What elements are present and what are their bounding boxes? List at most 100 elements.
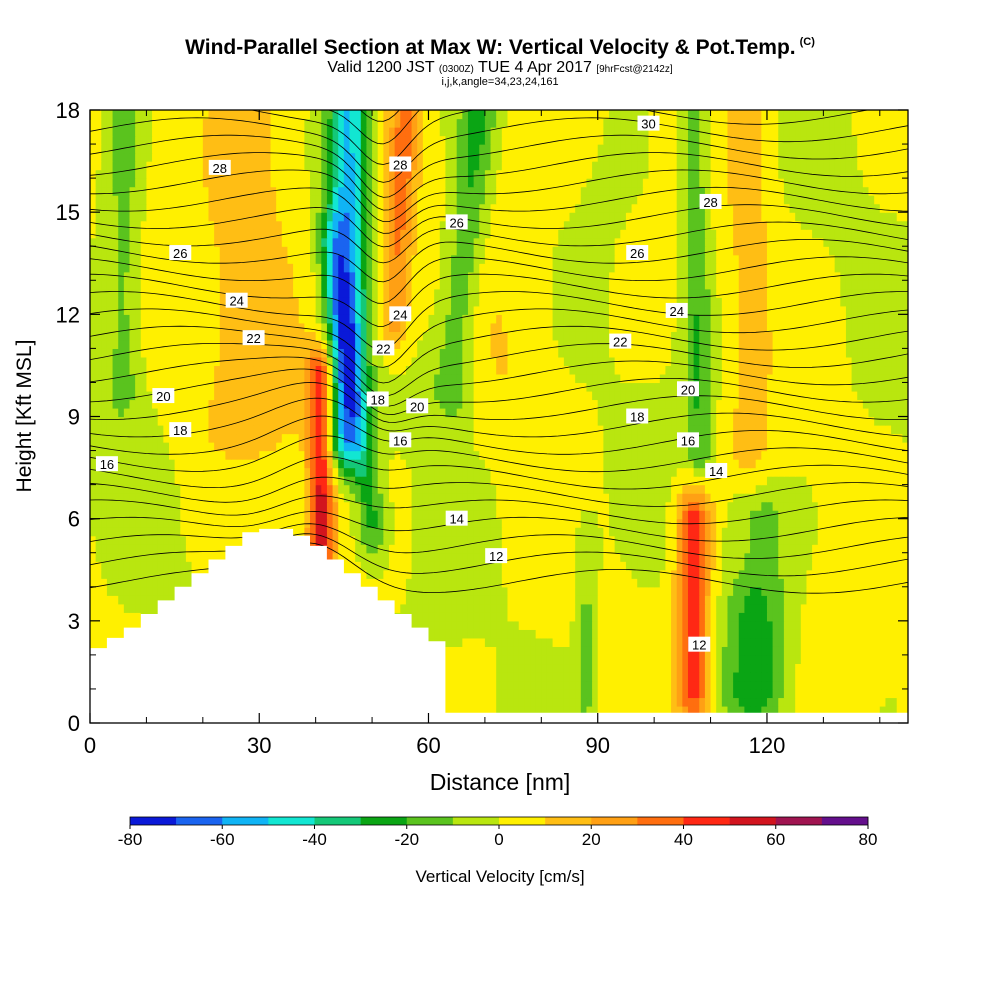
w-cell	[231, 527, 238, 537]
w-cell	[733, 595, 740, 605]
w-cell	[789, 450, 796, 460]
w-cell	[394, 484, 401, 494]
w-cell	[219, 442, 226, 452]
w-cell	[479, 450, 486, 460]
w-cell	[530, 544, 537, 554]
w-cell	[247, 527, 255, 537]
w-cell	[654, 527, 661, 537]
w-cell	[513, 493, 520, 503]
w-cell	[879, 459, 887, 469]
w-cell	[439, 569, 447, 579]
w-cell	[766, 484, 774, 494]
w-cell	[405, 501, 413, 511]
w-cell	[603, 544, 610, 554]
w-cell	[693, 654, 700, 665]
w-cell	[366, 544, 373, 554]
w-cell	[789, 680, 796, 690]
w-cell	[699, 680, 706, 690]
w-cell	[202, 510, 210, 520]
w-cell	[761, 586, 768, 596]
w-cell	[507, 646, 514, 656]
w-cell	[546, 671, 554, 682]
w-cell	[569, 697, 576, 707]
w-cell	[592, 663, 599, 673]
w-cell	[699, 569, 706, 579]
w-cell	[879, 586, 887, 596]
w-cell	[676, 535, 683, 545]
w-cell	[219, 544, 226, 554]
w-cell	[434, 569, 441, 579]
w-cell	[90, 518, 97, 528]
w-cell	[682, 680, 689, 690]
w-cell	[304, 493, 311, 503]
w-cell	[783, 569, 791, 579]
w-cell	[507, 612, 514, 622]
w-cell	[270, 493, 277, 503]
w-cell	[659, 527, 667, 537]
w-cell	[620, 637, 627, 647]
w-cell	[535, 527, 542, 537]
w-cell	[129, 433, 136, 443]
w-cell	[445, 535, 452, 545]
w-cell	[180, 510, 187, 520]
w-cell	[699, 535, 706, 545]
w-cell	[456, 501, 463, 511]
w-cell	[772, 680, 779, 690]
w-cell	[180, 527, 187, 537]
w-cell	[298, 527, 305, 537]
w-cell	[467, 671, 475, 682]
w-cell	[829, 595, 836, 605]
w-cell	[310, 433, 317, 443]
w-cell	[862, 501, 870, 511]
w-cell	[202, 484, 210, 494]
w-cell	[326, 467, 334, 477]
w-cell	[829, 552, 836, 562]
w-cell	[710, 680, 717, 690]
w-cell	[473, 527, 480, 537]
w-cell	[885, 671, 892, 682]
w-cell	[106, 510, 114, 520]
w-cell	[524, 629, 531, 639]
w-cell	[648, 493, 655, 503]
w-cell	[891, 501, 898, 511]
w-cell	[417, 569, 424, 579]
w-cell	[507, 476, 514, 486]
w-cell	[558, 654, 565, 665]
w-cell	[287, 501, 294, 511]
w-cell	[896, 527, 903, 537]
w-cell	[569, 663, 576, 673]
w-cell	[422, 442, 430, 452]
w-cell	[417, 544, 424, 554]
w-cell	[152, 510, 159, 520]
w-cell	[535, 518, 542, 528]
w-cell	[106, 612, 114, 622]
w-cell	[451, 629, 458, 639]
w-cell	[840, 620, 847, 630]
w-cell	[851, 612, 858, 622]
w-cell	[456, 697, 463, 707]
w-cell	[264, 425, 272, 435]
w-cell	[592, 629, 599, 639]
w-cell	[276, 518, 283, 528]
w-cell	[518, 510, 525, 520]
w-cell	[868, 586, 875, 596]
w-cell	[857, 544, 864, 554]
w-cell	[609, 680, 616, 690]
w-cell	[755, 433, 762, 443]
w-cell	[659, 646, 667, 656]
w-cell	[733, 518, 740, 528]
w-cell	[513, 552, 520, 562]
w-cell	[671, 705, 678, 716]
w-cell	[580, 476, 588, 486]
w-cell	[750, 646, 757, 656]
w-cell	[90, 467, 97, 477]
w-cell	[377, 450, 384, 460]
w-cell	[106, 620, 114, 630]
w-cell	[665, 535, 672, 545]
w-cell	[202, 442, 210, 452]
w-cell	[761, 671, 768, 682]
w-cell	[845, 501, 853, 511]
w-cell	[840, 680, 847, 690]
w-cell	[761, 476, 768, 486]
w-cell	[326, 433, 334, 443]
